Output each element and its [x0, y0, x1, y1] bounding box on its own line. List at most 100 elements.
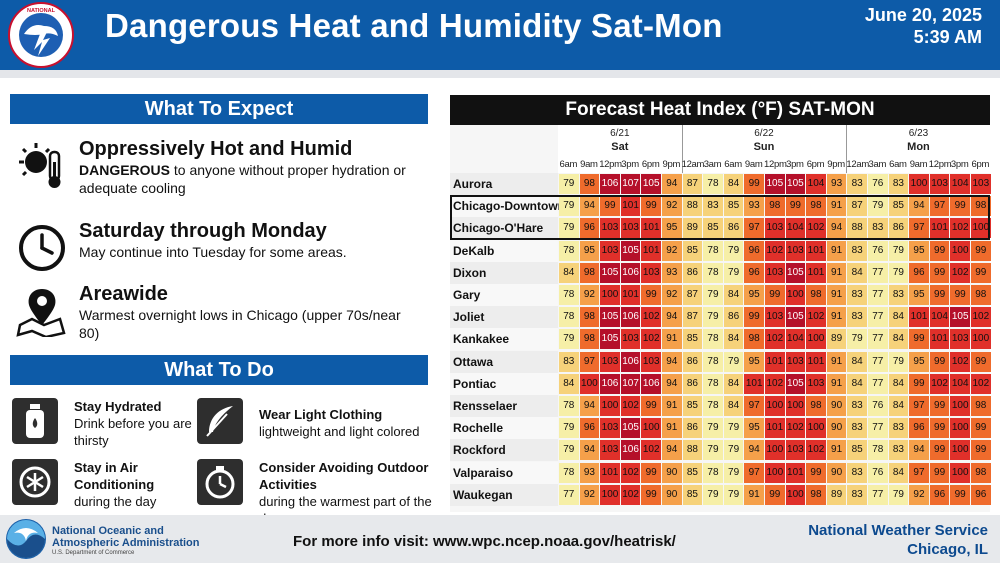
- heat-index-cell: 79: [703, 484, 723, 505]
- heat-index-cell: 105: [785, 373, 806, 394]
- day-date: 6/22: [754, 128, 774, 139]
- heat-index-cell: 103: [641, 351, 661, 372]
- heat-index-cell: 96: [971, 484, 991, 505]
- heat-index-cell: 101: [765, 351, 785, 372]
- heat-index-cell: 103: [785, 240, 806, 261]
- hour-label: 12am: [681, 159, 705, 170]
- heat-index-cell: 78: [559, 462, 579, 483]
- day-header: [681, 125, 847, 173]
- heat-index-cell: 76: [868, 240, 888, 261]
- heat-index-cell: 99: [806, 462, 826, 483]
- expect-text: May continue into Tuesday for some areas…: [79, 244, 347, 260]
- heat-index-cell: 99: [929, 351, 950, 372]
- heat-index-cell: 100: [950, 440, 970, 461]
- heat-index-cell: 100: [950, 396, 970, 416]
- heat-index-cell: 100: [765, 396, 785, 416]
- heat-index-cell: 99: [641, 462, 661, 483]
- heat-index-cell: 84: [723, 174, 744, 194]
- heat-index-cell: 84: [559, 373, 579, 394]
- heat-index-cell: 94: [662, 373, 682, 394]
- heat-index-cell: 79: [723, 262, 744, 283]
- heat-index-cell: 85: [682, 240, 703, 261]
- heat-index-cell: 78: [703, 351, 723, 372]
- heat-index-cell: 94: [744, 440, 764, 461]
- heat-index-cell: 99: [641, 196, 661, 217]
- hour-label: 6pm: [971, 159, 990, 170]
- heat-index-cell: 87: [847, 196, 867, 217]
- location-label: DeKalb: [450, 239, 558, 262]
- expect-title: Saturday through Monday: [79, 220, 327, 242]
- heat-index-cell: 83: [703, 196, 723, 217]
- heat-index-cell: 83: [888, 174, 909, 194]
- heat-index-cell: 105: [600, 329, 620, 350]
- heat-index-cell: 101: [929, 218, 950, 239]
- heat-index-cell: 100: [785, 484, 806, 505]
- heat-index-cell: 105: [785, 307, 806, 328]
- todo-title: Consider Avoiding Outdoor Activities: [259, 460, 429, 492]
- heat-index-cell: 79: [703, 440, 723, 461]
- location-label: Rochelle: [450, 417, 558, 440]
- heat-index-cell: 92: [579, 484, 600, 505]
- heat-index-cell: 87: [682, 285, 703, 305]
- heat-index-cell: 103: [600, 351, 620, 372]
- heat-index-cell: 103: [620, 218, 641, 239]
- what-to-do-header: What To Do: [10, 355, 428, 385]
- hour-label: 12pm: [599, 159, 622, 170]
- heat-index-cell: 100: [641, 418, 661, 439]
- location-label: Gary: [450, 284, 558, 306]
- heat-index-cell: 98: [579, 329, 600, 350]
- heat-index-cell: 105: [600, 307, 620, 328]
- svg-text:NATIONAL: NATIONAL: [27, 8, 56, 14]
- heat-index-cell: 103: [620, 329, 641, 350]
- location-label: Chicago-O'Hare: [450, 217, 558, 240]
- heat-index-cell: 100: [579, 373, 600, 394]
- heat-index-cell: 100: [806, 329, 826, 350]
- heat-index-cell: 85: [682, 462, 703, 483]
- heat-index-cell: 85: [847, 440, 867, 461]
- heat-index-cell: 100: [909, 174, 929, 194]
- heat-index-cell: 105: [785, 174, 806, 194]
- heat-index-cell: 98: [765, 196, 785, 217]
- heat-index-cell: 95: [744, 351, 764, 372]
- expect-title: Areawide: [79, 283, 168, 305]
- heat-index-cell: 77: [868, 484, 888, 505]
- heat-index-cell: 79: [723, 240, 744, 261]
- office-name-line1: National Weather Service: [808, 522, 988, 539]
- day-date: 6/21: [610, 128, 630, 139]
- heat-index-cell: 78: [559, 240, 579, 261]
- header-divider: [0, 70, 1000, 78]
- heat-index-cell: 107: [620, 174, 641, 194]
- heat-index-cell: 101: [806, 262, 826, 283]
- heat-index-cell: 102: [641, 440, 661, 461]
- heat-index-cell: 78: [703, 373, 723, 394]
- heat-index-cell: 98: [744, 329, 764, 350]
- heat-index-cell: 106: [600, 373, 620, 394]
- heat-index-cell: 98: [971, 196, 991, 217]
- heat-index-cell: 78: [703, 396, 723, 416]
- heat-index-cell: 84: [847, 351, 867, 372]
- heatrisk-link[interactable]: For more info visit: www.wpc.ncep.noaa.g…: [293, 533, 676, 550]
- heat-index-cell: 86: [682, 262, 703, 283]
- heat-index-cell: 97: [909, 218, 929, 239]
- heat-index-cell: 99: [641, 484, 661, 505]
- heat-index-cell: 92: [662, 240, 682, 261]
- heat-index-cell: 103: [600, 418, 620, 439]
- heat-index-cell: 105: [620, 418, 641, 439]
- heat-index-cell: 97: [744, 462, 764, 483]
- heat-index-cell: 104: [929, 307, 950, 328]
- location-label: Pontiac: [450, 372, 558, 395]
- heat-index-cell: 93: [662, 262, 682, 283]
- heat-index-cell: 100: [785, 285, 806, 305]
- heat-index-cell: 97: [744, 218, 764, 239]
- heat-index-cell: 85: [703, 218, 723, 239]
- heat-index-cell: 94: [662, 307, 682, 328]
- day-header: [558, 125, 682, 173]
- heat-index-cell: 103: [600, 240, 620, 261]
- heat-index-cell: 91: [826, 440, 847, 461]
- heat-index-cell: 83: [847, 396, 867, 416]
- hour-label: 12pm: [764, 159, 787, 170]
- todo-text: lightweight and light colored: [259, 424, 420, 439]
- hour-label: 3am: [703, 159, 722, 170]
- heat-index-cell: 84: [888, 307, 909, 328]
- heat-index-cell: 102: [620, 396, 641, 416]
